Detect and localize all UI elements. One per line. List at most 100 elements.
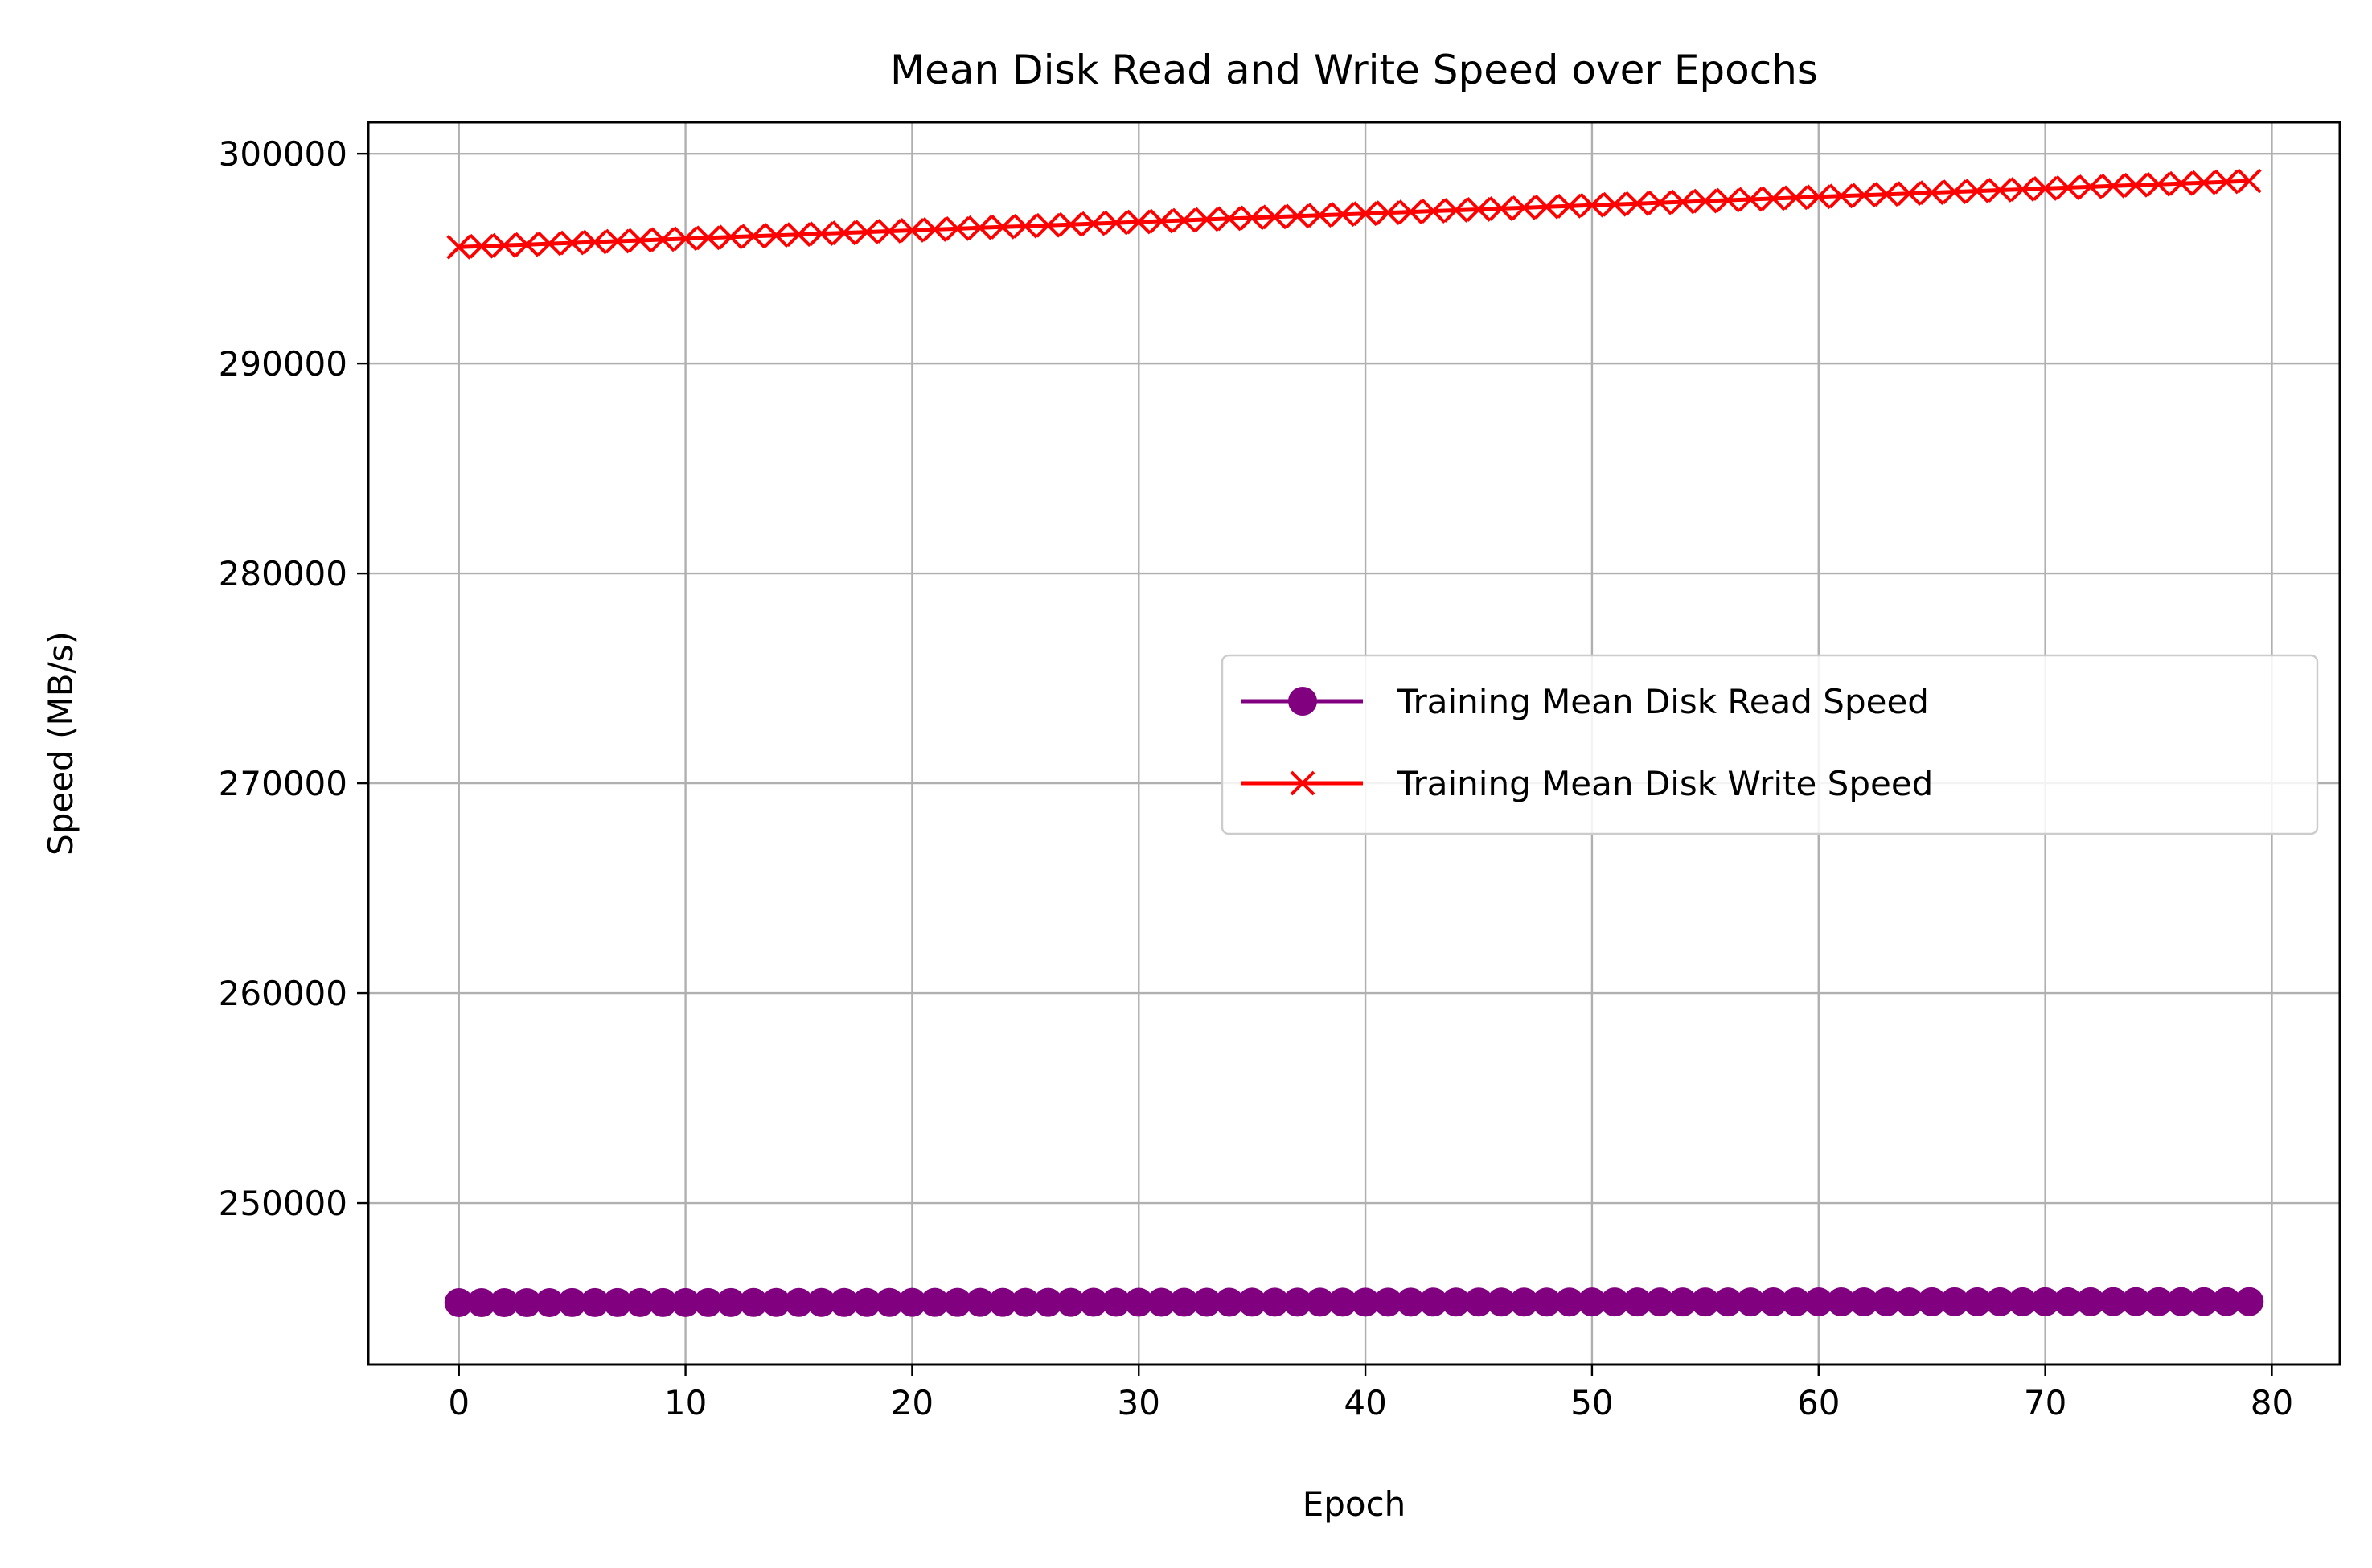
data-point: [1443, 198, 1469, 223]
data-point: [1509, 1287, 1539, 1317]
data-point: [741, 224, 766, 249]
data-point: [854, 220, 880, 244]
data-point: [2146, 171, 2171, 197]
data-point: [605, 228, 630, 254]
data-point: [920, 1287, 950, 1317]
data-point: [2099, 1287, 2128, 1316]
data-point: [965, 1287, 995, 1317]
data-point: [1602, 191, 1627, 217]
data-point: [1693, 188, 1718, 214]
data-point: [1894, 1287, 1924, 1316]
data-point: [1738, 187, 1763, 212]
data-point: [1262, 204, 1287, 230]
data-point: [945, 215, 971, 241]
data-point: [761, 1287, 791, 1317]
data-point: [875, 1287, 905, 1317]
data-point: [2078, 174, 2103, 199]
data-point: [2010, 177, 2035, 202]
data-point: [693, 1287, 723, 1317]
data-point: [899, 218, 925, 243]
data-point: [2212, 1287, 2242, 1316]
data-point: [1011, 1287, 1040, 1317]
data-point: [1305, 1287, 1335, 1317]
data-point: [1873, 182, 1899, 207]
data-point: [1806, 184, 1832, 210]
data-point: [1396, 1287, 1426, 1317]
x-tick-label: 30: [1118, 1383, 1160, 1422]
data-point: [444, 1288, 474, 1318]
data-point: [2191, 170, 2217, 195]
data-point: [1987, 178, 2013, 203]
data-point: [1511, 195, 1537, 220]
data-point: [1126, 209, 1151, 235]
data-point: [1645, 1287, 1675, 1317]
data-point: [1192, 1287, 1221, 1317]
y-tick-label: 260000: [219, 974, 347, 1013]
data-point: [2214, 169, 2239, 195]
legend-box: [1221, 654, 2319, 835]
data-point: [1919, 180, 1945, 206]
x-tick-label: 10: [664, 1383, 707, 1422]
x-tick-label: 70: [2024, 1383, 2066, 1422]
data-point: [1103, 210, 1129, 236]
data-point: [1398, 199, 1423, 224]
data-point: [1260, 1287, 1290, 1317]
data-point: [2055, 174, 2081, 200]
data-point: [1464, 1287, 1494, 1317]
data-point: [1828, 183, 1854, 209]
data-point: [2144, 1287, 2173, 1316]
data-point: [446, 234, 472, 260]
data-point: [809, 221, 835, 247]
data-point: [876, 219, 902, 244]
data-point: [1942, 179, 1968, 205]
legend-marker: [1288, 687, 1317, 716]
data-point: [1078, 1287, 1108, 1317]
data-point: [648, 1287, 678, 1317]
data-point: [1421, 199, 1447, 224]
data-point: [1124, 1287, 1154, 1317]
data-point: [490, 1287, 519, 1317]
data-point: [626, 1287, 655, 1317]
data-point: [1058, 211, 1084, 237]
y-tick-label: 250000: [219, 1184, 347, 1223]
ticks: 0 10 20 30 40 50 60 70 80 250000 260000 270000 28000…: [219, 134, 2294, 1422]
data-point: [696, 225, 721, 251]
data-point: [1375, 200, 1401, 226]
data-point: [1441, 1287, 1471, 1317]
data-point: [2166, 1287, 2196, 1316]
x-tick-label: 0: [448, 1383, 470, 1422]
series-line: [458, 179, 2250, 249]
legend-marker: [1290, 770, 1315, 796]
data-point: [1670, 189, 1696, 215]
legend-label: Training Mean Disk Read Speed: [1397, 682, 1929, 721]
data-point: [1149, 208, 1174, 234]
data-point: [1012, 213, 1038, 239]
data-point: [784, 1287, 814, 1317]
data-point: [1532, 1287, 1561, 1317]
data-point: [466, 1287, 496, 1317]
data-point: [2169, 170, 2194, 196]
data-point: [1102, 1287, 1131, 1317]
data-point: [942, 1287, 972, 1317]
data-point: [1964, 179, 1990, 203]
x-tick-label: 20: [891, 1383, 934, 1422]
data-point: [671, 1287, 700, 1317]
data-point: [897, 1287, 927, 1317]
data-point: [1534, 194, 1559, 220]
legend: Training Mean Disk Read Speed Training Me…: [1221, 654, 2319, 835]
data-point: [1781, 1287, 1811, 1317]
data-point: [1307, 203, 1333, 228]
data-point: [716, 1287, 745, 1317]
data-point: [1623, 1287, 1652, 1317]
data-point: [1872, 1287, 1902, 1316]
data-point: [2075, 1287, 2105, 1316]
data-point: [967, 215, 993, 240]
data-point: [1352, 201, 1378, 227]
data-point: [2100, 173, 2126, 199]
data-point: [1194, 207, 1220, 232]
data-point: [1985, 1287, 2015, 1316]
data-point: [557, 1287, 587, 1317]
data-point: [537, 231, 562, 257]
data-point: [2235, 1287, 2264, 1316]
series-layer: [444, 168, 2264, 1318]
